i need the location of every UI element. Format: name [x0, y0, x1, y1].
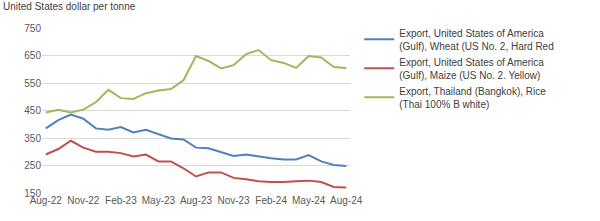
svg-text:550: 550: [24, 78, 41, 89]
svg-text:250: 250: [24, 160, 41, 171]
svg-text:Feb-23: Feb-23: [105, 195, 137, 206]
svg-text:650: 650: [24, 50, 41, 61]
svg-text:Aug-22: Aug-22: [30, 195, 63, 206]
svg-text:Nov-23: Nov-23: [217, 195, 250, 206]
svg-text:150: 150: [24, 188, 41, 199]
svg-text:United States dollar per tonne: United States dollar per tonne: [3, 1, 136, 12]
svg-text:May-23: May-23: [142, 195, 176, 206]
svg-text:Nov-22: Nov-22: [67, 195, 100, 206]
svg-text:Aug-23: Aug-23: [180, 195, 213, 206]
svg-text:Export, United States of Ameri: Export, United States of America(Gulf), …: [399, 57, 544, 81]
svg-text:350: 350: [24, 133, 41, 144]
svg-text:Export, Thailand (Bangkok), Ri: Export, Thailand (Bangkok), Rice(Thai 10…: [399, 86, 546, 110]
svg-text:May-24: May-24: [292, 195, 326, 206]
svg-text:Feb-24: Feb-24: [255, 195, 287, 206]
svg-text:750: 750: [24, 23, 41, 34]
svg-text:Aug-24: Aug-24: [330, 195, 363, 206]
svg-text:450: 450: [24, 105, 41, 116]
svg-text:Export, United States of Ameri: Export, United States of America(Gulf), …: [399, 28, 554, 52]
